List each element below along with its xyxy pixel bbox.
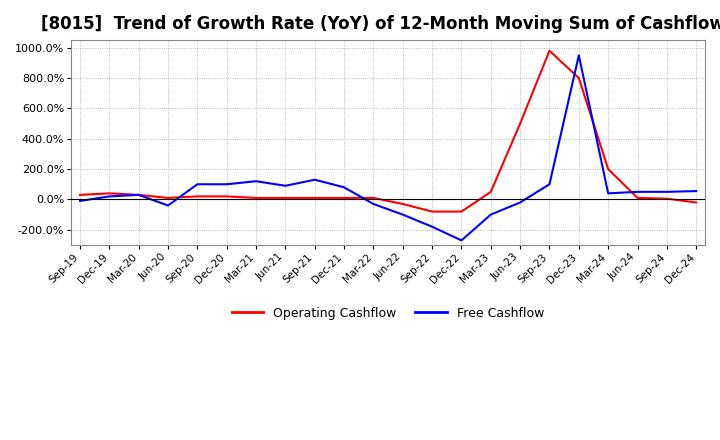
Operating Cashflow <box>428 209 436 214</box>
Free Cashflow <box>281 183 289 188</box>
Free Cashflow <box>105 194 114 199</box>
Title: [8015]  Trend of Growth Rate (YoY) of 12-Month Moving Sum of Cashflows: [8015] Trend of Growth Rate (YoY) of 12-… <box>41 15 720 33</box>
Operating Cashflow <box>516 121 524 126</box>
Operating Cashflow <box>369 195 378 201</box>
Free Cashflow <box>76 198 84 204</box>
Operating Cashflow <box>135 192 143 198</box>
Operating Cashflow <box>193 194 202 199</box>
Line: Operating Cashflow: Operating Cashflow <box>80 51 696 212</box>
Free Cashflow <box>135 192 143 198</box>
Operating Cashflow <box>457 209 466 214</box>
Free Cashflow <box>193 182 202 187</box>
Free Cashflow <box>310 177 319 182</box>
Operating Cashflow <box>633 195 642 201</box>
Operating Cashflow <box>281 195 289 201</box>
Free Cashflow <box>340 185 348 190</box>
Line: Free Cashflow: Free Cashflow <box>80 55 696 240</box>
Free Cashflow <box>604 191 613 196</box>
Operating Cashflow <box>163 195 172 201</box>
Operating Cashflow <box>310 195 319 201</box>
Free Cashflow <box>633 189 642 194</box>
Operating Cashflow <box>340 195 348 201</box>
Operating Cashflow <box>575 75 583 81</box>
Operating Cashflow <box>222 194 231 199</box>
Free Cashflow <box>487 212 495 217</box>
Operating Cashflow <box>487 189 495 194</box>
Operating Cashflow <box>604 166 613 172</box>
Legend: Operating Cashflow, Free Cashflow: Operating Cashflow, Free Cashflow <box>227 302 549 325</box>
Operating Cashflow <box>662 196 671 202</box>
Free Cashflow <box>662 189 671 194</box>
Free Cashflow <box>545 182 554 187</box>
Operating Cashflow <box>398 202 407 207</box>
Operating Cashflow <box>105 191 114 196</box>
Operating Cashflow <box>76 192 84 198</box>
Operating Cashflow <box>252 195 261 201</box>
Free Cashflow <box>369 202 378 207</box>
Free Cashflow <box>163 203 172 208</box>
Free Cashflow <box>222 182 231 187</box>
Free Cashflow <box>252 179 261 184</box>
Free Cashflow <box>516 200 524 205</box>
Free Cashflow <box>398 212 407 217</box>
Operating Cashflow <box>545 48 554 53</box>
Free Cashflow <box>575 53 583 58</box>
Free Cashflow <box>457 238 466 243</box>
Operating Cashflow <box>692 200 701 205</box>
Free Cashflow <box>428 224 436 229</box>
Free Cashflow <box>692 188 701 194</box>
